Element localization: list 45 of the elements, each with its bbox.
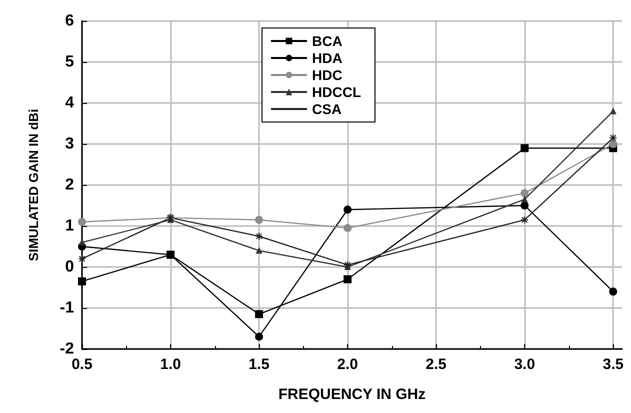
legend-label: HDC — [312, 67, 342, 83]
x-tick-label: 1.5 — [248, 356, 270, 373]
point — [520, 144, 529, 152]
y-tick-label: 1 — [65, 218, 74, 234]
x-axis-title: FREQUENCY IN GHz — [278, 386, 426, 403]
x-tick-label: 3.5 — [602, 356, 624, 373]
point — [78, 277, 86, 286]
point — [344, 275, 352, 284]
point — [79, 239, 85, 246]
point — [609, 288, 618, 296]
point — [522, 196, 528, 202]
point — [520, 216, 529, 224]
legend-label: CSA — [312, 101, 342, 117]
point — [609, 140, 618, 148]
point — [610, 108, 616, 114]
y-tick-label: 0 — [65, 258, 74, 276]
point — [78, 218, 86, 226]
legend-label: HDCCL — [312, 84, 362, 100]
y-tick-label: 4 — [65, 94, 74, 112]
point — [344, 224, 352, 232]
point — [520, 189, 529, 198]
point — [255, 332, 264, 341]
x-tick-label: 2.0 — [337, 356, 358, 373]
point — [520, 202, 529, 210]
y-tick-label: 3 — [65, 136, 74, 152]
y-tick-label: 6 — [65, 12, 74, 30]
y-tick-label: -1 — [60, 300, 74, 316]
y-tick-label: 5 — [65, 54, 74, 70]
point — [344, 206, 352, 214]
point — [256, 248, 262, 254]
y-tick-label: -2 — [60, 340, 74, 358]
point — [344, 260, 352, 269]
point — [255, 216, 264, 224]
legend-label: HDA — [312, 50, 342, 66]
x-tick-label: 2.5 — [426, 356, 447, 373]
x-tick-label: 3.0 — [514, 356, 536, 373]
point — [255, 232, 264, 240]
y-axis-title: SIMULATED GAIN IN dBi — [26, 108, 41, 262]
legend-label: BCA — [312, 33, 342, 49]
y-tick-label: 2 — [65, 176, 74, 194]
point — [609, 134, 618, 142]
x-tick-label: 1.0 — [160, 356, 181, 373]
x-tick-label: 0.5 — [72, 356, 92, 373]
point — [255, 310, 264, 318]
point — [78, 254, 86, 263]
